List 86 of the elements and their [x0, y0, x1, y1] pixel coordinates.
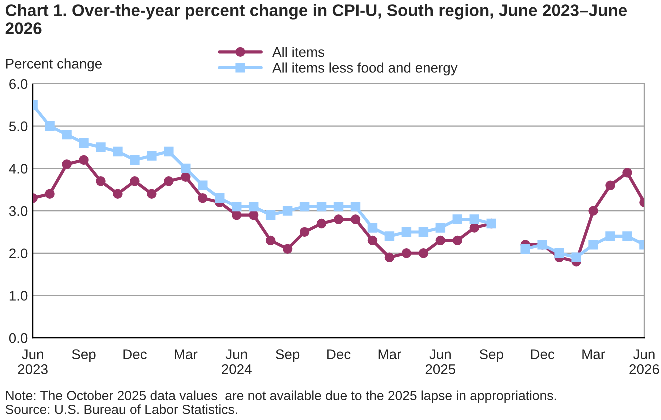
legend-label: All items	[272, 46, 324, 58]
point	[62, 130, 72, 140]
y-axis-title: Percent change	[6, 58, 102, 72]
x-tick-label: Dec	[124, 350, 147, 360]
x-tick-label: Jun 2024	[222, 350, 252, 374]
x-tick-label: Mar	[378, 350, 402, 360]
point	[181, 172, 191, 182]
x-tick-label: Sep	[72, 350, 96, 362]
point	[96, 176, 106, 186]
point	[470, 214, 480, 224]
point	[198, 193, 208, 204]
point	[418, 248, 429, 258]
point	[215, 193, 225, 204]
point	[266, 210, 276, 220]
point	[334, 202, 344, 212]
point	[282, 244, 293, 254]
y-tick-label: 6.0	[10, 79, 28, 90]
point	[452, 214, 463, 224]
point	[334, 214, 344, 224]
point	[45, 121, 55, 132]
point	[418, 227, 429, 238]
y-tick-label: 4.0	[9, 164, 28, 174]
legend-label: All items less food and energy	[272, 62, 458, 76]
point	[130, 176, 140, 186]
point	[402, 248, 412, 258]
point	[316, 202, 327, 212]
point	[113, 146, 123, 157]
point	[384, 252, 395, 262]
point	[62, 160, 72, 170]
x-tick-label: Jun 2026	[630, 350, 660, 374]
y-tick-label: 1.0	[10, 291, 28, 301]
point	[164, 146, 174, 157]
x-tick-label: Mar	[175, 350, 198, 360]
point	[79, 155, 89, 166]
x-tick-label: Sep	[480, 350, 504, 362]
point	[572, 252, 582, 262]
point	[350, 202, 361, 212]
point	[622, 168, 632, 178]
point	[402, 227, 412, 238]
point	[368, 223, 378, 233]
point	[316, 218, 327, 229]
x-tick-label: Sep	[276, 350, 300, 362]
point	[436, 236, 446, 246]
point	[147, 151, 157, 161]
y-tick-label: 5.0	[9, 122, 28, 132]
point	[452, 236, 463, 246]
point	[147, 189, 157, 199]
x-tick-label: Dec	[531, 350, 555, 360]
point	[554, 248, 564, 258]
point	[520, 244, 530, 254]
point	[79, 138, 89, 148]
point	[266, 236, 276, 246]
x-tick-label: Dec	[328, 350, 351, 360]
source-note: Source: U.S. Bureau of Labor Statistics.	[6, 404, 238, 414]
point	[130, 155, 140, 166]
chart-title: Chart 1. Over-the-year percent change in CPI-U, South region, June 2023–June 2026	[6, 4, 628, 34]
point	[606, 232, 616, 242]
point	[368, 236, 378, 246]
point	[45, 189, 55, 199]
y-tick-label: 3.0	[9, 206, 28, 216]
point	[606, 180, 616, 190]
point	[350, 214, 361, 224]
point	[232, 202, 242, 212]
point	[113, 189, 123, 199]
point	[300, 202, 310, 212]
point	[588, 206, 598, 216]
point	[282, 206, 293, 216]
point	[436, 223, 446, 233]
point	[96, 142, 106, 152]
point	[384, 232, 395, 242]
x-tick-label: Jun 2023	[18, 350, 48, 374]
point	[198, 180, 208, 190]
point	[232, 210, 242, 220]
text: Note: The October 2025 data values are not available due to the 2025 lapse in appropriations.	[6, 390, 556, 404]
point	[300, 227, 310, 238]
point	[248, 210, 259, 220]
point	[470, 223, 480, 233]
x-tick-label: Mar	[582, 350, 606, 360]
x-tick-label: Jun 2025	[426, 350, 456, 374]
y-tick-label: 2.0	[10, 248, 28, 259]
point	[164, 176, 174, 186]
point	[622, 232, 632, 242]
point	[588, 240, 598, 250]
y-tick-label: 0.0	[9, 333, 28, 344]
point	[248, 202, 259, 212]
point	[181, 164, 191, 174]
